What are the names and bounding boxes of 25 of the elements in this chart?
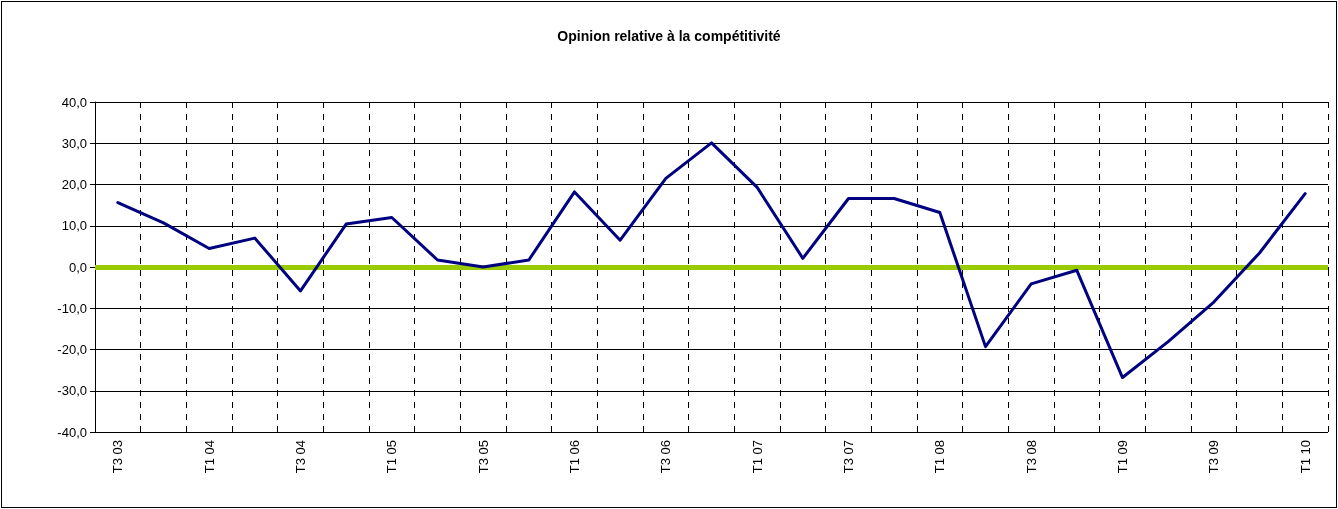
x-tick-label: T3 07 [841,440,856,474]
x-tick-label: T3 08 [1023,440,1039,474]
x-tick-label: T3 06 [658,440,674,474]
y-tick-label: -20,0 [57,342,87,357]
y-tick-label: 20,0 [61,177,87,192]
y-tick-label: -40,0 [57,424,87,440]
x-tick-label: T1 04 [201,440,217,474]
y-tick-label: 0,0 [68,259,87,275]
x-tick-label: T1 08 [932,440,948,474]
x-tick-label: T1 06 [567,440,582,474]
y-tick-label: -10,0 [57,300,87,316]
y-tick-label: 10,0 [61,218,87,234]
x-tick-label: T3 05 [475,440,491,474]
y-tick-label: 40,0 [61,94,87,110]
x-tick-label: T3 04 [293,440,308,474]
x-tick-label: T1 10 [1297,440,1313,474]
x-tick-label: T3 09 [1206,440,1222,474]
x-tick-label: T3 03 [110,440,126,474]
x-tick-label: T1 07 [749,440,765,474]
line-series [116,141,1307,380]
x-tick-label: T1 09 [1115,440,1130,474]
y-tick-label: -30,0 [57,383,87,399]
chart-title: Opinion relative à la compétitivité [557,28,781,44]
y-tick-label: 30,0 [61,135,87,151]
x-tick-label: T1 05 [384,440,400,474]
